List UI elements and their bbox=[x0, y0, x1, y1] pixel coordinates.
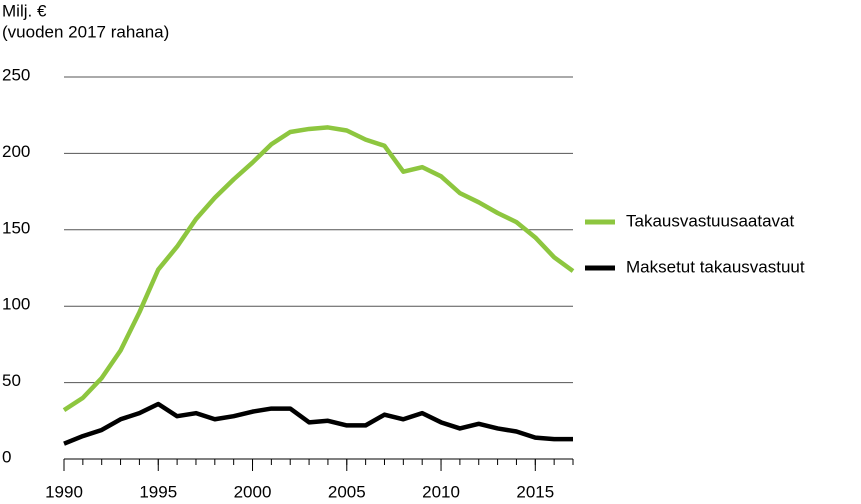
x-tick-label: 2015 bbox=[516, 482, 554, 501]
y-axis-label: (vuoden 2017 rahana) bbox=[2, 22, 169, 41]
legend-label: Maksetut takausvastuut bbox=[626, 257, 805, 276]
series-line bbox=[63, 401, 573, 446]
series-line bbox=[62, 125, 575, 412]
y-tick-label: 200 bbox=[2, 142, 30, 161]
y-tick-label: 150 bbox=[2, 218, 30, 237]
y-axis-label: Milj. € bbox=[2, 1, 47, 20]
x-tick-label: 2010 bbox=[422, 482, 460, 501]
x-tick-label: 1995 bbox=[139, 482, 177, 501]
y-tick-label: 50 bbox=[2, 371, 21, 390]
x-tick-label: 1990 bbox=[45, 482, 83, 501]
legend-label: Takausvastuusaatavat bbox=[626, 211, 794, 230]
x-tick-label: 2005 bbox=[328, 482, 366, 501]
y-tick-label: 0 bbox=[2, 447, 11, 466]
y-tick-label: 250 bbox=[2, 65, 30, 84]
x-tick-label: 2000 bbox=[234, 482, 272, 501]
y-tick-label: 100 bbox=[2, 295, 30, 314]
